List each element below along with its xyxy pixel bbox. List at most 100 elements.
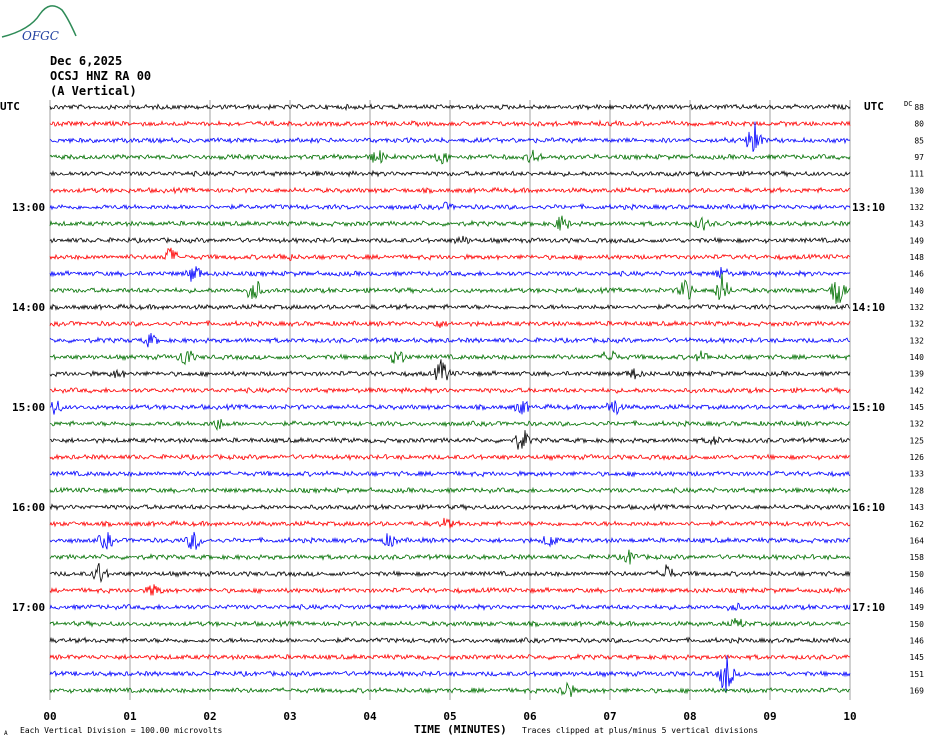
dc-offset-label: 146 — [910, 270, 925, 279]
ofgc-logo: OFGC — [1, 5, 77, 43]
dc-offset-label: 126 — [910, 453, 925, 462]
trace-row-31 — [49, 618, 851, 628]
date-label: Dec 6,2025 — [50, 54, 123, 68]
dc-offset-label: 143 — [910, 503, 925, 512]
x-axis-title: TIME (MINUTES) — [414, 723, 507, 736]
dc-offset-label: 88 — [914, 103, 924, 112]
trace-row-20 — [49, 430, 851, 450]
dc-offset-label: 130 — [910, 186, 925, 195]
trace-row-10 — [49, 266, 851, 282]
left-time-label: 17:00 — [12, 601, 45, 614]
trace-row-32 — [49, 636, 851, 645]
left-time-label: 14:00 — [12, 301, 45, 314]
x-tick-label: 01 — [123, 710, 137, 723]
dc-offset-label: 142 — [910, 386, 925, 395]
x-tick-label: 02 — [203, 710, 216, 723]
footer-clip-note: Traces clipped at plus/minus 5 vertical … — [522, 726, 758, 735]
trace-row-33 — [49, 653, 851, 661]
right-time-label: 15:10 — [852, 401, 885, 414]
trace-row-4 — [49, 169, 851, 178]
dc-offset-label: 150 — [910, 570, 925, 579]
trace-row-27 — [49, 549, 851, 565]
trace-row-2 — [49, 121, 851, 152]
x-tick-label: 04 — [363, 710, 377, 723]
x-tick-label: 07 — [603, 710, 616, 723]
trace-row-17 — [49, 386, 851, 395]
station-label: OCSJ HNZ RA 00 — [50, 69, 152, 83]
logo-text: OFGC — [22, 29, 59, 43]
x-tick-label: 10 — [843, 710, 856, 723]
trace-row-34 — [49, 655, 851, 693]
trace-row-19 — [49, 418, 851, 432]
x-tick-label: 09 — [763, 710, 776, 723]
trace-row-21 — [49, 453, 851, 462]
dc-offset-label: 150 — [910, 620, 925, 629]
dc-offset-label: 148 — [910, 253, 925, 262]
trace-row-7 — [49, 215, 851, 231]
dc-offset-label: 145 — [910, 403, 925, 412]
x-tick-label: 00 — [43, 710, 56, 723]
trace-row-18 — [49, 400, 851, 416]
dc-offset-label: 80 — [914, 120, 924, 129]
trace-row-0 — [49, 103, 851, 112]
trace-row-13 — [49, 319, 851, 328]
left-time-label: 15:00 — [12, 401, 45, 414]
right-utc-title: UTC — [864, 100, 884, 113]
x-tick-label: 03 — [283, 710, 296, 723]
trace-row-16 — [49, 359, 851, 381]
trace-row-28 — [49, 562, 851, 584]
trace-row-12 — [49, 303, 851, 311]
right-time-label: 13:10 — [852, 201, 885, 214]
dc-offset-label: 140 — [910, 286, 925, 295]
dc-offset-label: 139 — [910, 370, 925, 379]
dc-offset-label: 85 — [914, 136, 924, 145]
trace-row-15 — [49, 350, 851, 366]
trace-row-22 — [49, 470, 851, 478]
x-tick-label: 08 — [683, 710, 696, 723]
dc-offset-label: 146 — [910, 636, 925, 645]
dc-offset-label: 143 — [910, 220, 925, 229]
trace-row-26 — [49, 531, 851, 550]
footer-mark: A — [4, 730, 8, 737]
dc-offset-label: 164 — [910, 536, 925, 545]
dc-offset-label: 132 — [910, 420, 925, 429]
left-utc-title: UTC — [0, 100, 20, 113]
dc-offset-label: 128 — [910, 486, 925, 495]
trace-row-6 — [49, 201, 851, 211]
trace-row-8 — [49, 235, 851, 245]
dc-offset-label: 125 — [910, 436, 925, 445]
trace-row-29 — [49, 584, 851, 596]
dc-title: DC — [904, 100, 912, 108]
footer-scale-note: Each Vertical Division = 100.00 microvol… — [20, 726, 222, 735]
dc-offset-label: 162 — [910, 520, 925, 529]
dc-offset-label: 132 — [910, 336, 925, 345]
logo-mountain-icon — [1, 5, 77, 38]
dc-offset-label: 132 — [910, 303, 925, 312]
trace-row-23 — [49, 486, 851, 495]
dc-offset-label: 97 — [914, 153, 924, 162]
left-time-label: 13:00 — [12, 201, 45, 214]
x-tick-label: 05 — [443, 710, 456, 723]
seismic-traces — [49, 103, 851, 697]
minute-gridlines — [49, 100, 851, 700]
trace-row-30 — [49, 602, 851, 612]
trace-row-3 — [49, 149, 851, 165]
right-time-label: 16:10 — [852, 501, 885, 514]
dc-offset-label: 149 — [910, 603, 925, 612]
right-time-label: 14:10 — [852, 301, 885, 314]
trace-row-1 — [49, 119, 851, 128]
right-time-label: 17:10 — [852, 601, 885, 614]
dc-offset-label: 132 — [910, 203, 925, 212]
dc-offset-label: 111 — [910, 170, 925, 179]
dc-offset-label: 158 — [910, 553, 925, 562]
left-time-label: 16:00 — [12, 501, 45, 514]
component-label: (A Vertical) — [50, 84, 137, 98]
trace-row-11 — [49, 273, 851, 304]
trace-row-5 — [49, 186, 850, 195]
x-tick-label: 06 — [523, 710, 537, 723]
trace-row-35 — [49, 681, 851, 697]
dc-offset-label: 140 — [910, 353, 925, 362]
trace-row-14 — [49, 332, 850, 348]
trace-row-24 — [49, 503, 851, 512]
dc-offset-label: 133 — [910, 470, 925, 479]
